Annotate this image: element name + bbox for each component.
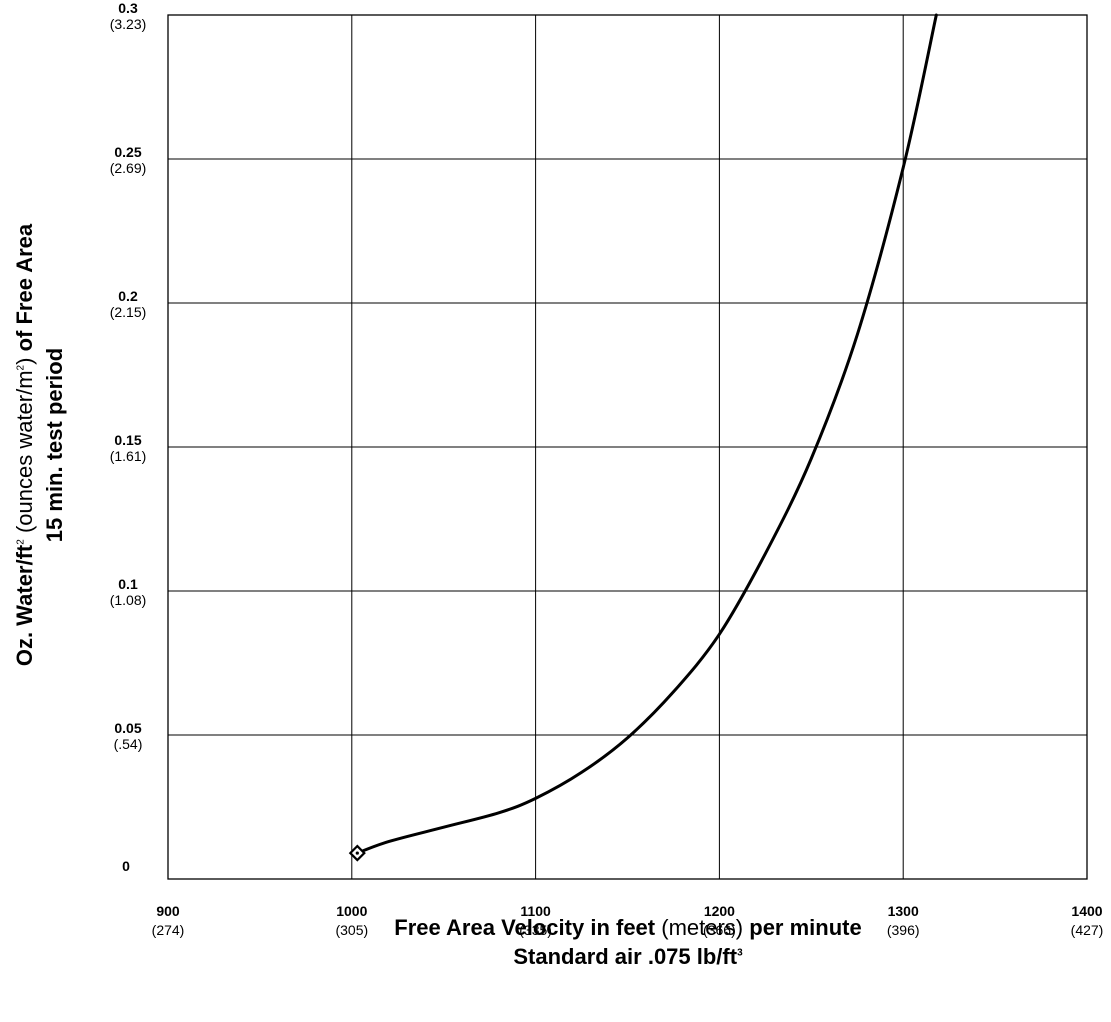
y-tick-sublabel: (1.08) — [110, 592, 147, 608]
y-axis-sublabel: 15 min. test period — [42, 347, 67, 543]
x-tick-sublabel: (305) — [335, 922, 368, 938]
y-tick-label: 0.2 — [118, 288, 138, 304]
y-axis-label-part: Oz. Water/ft — [12, 544, 37, 667]
x-axis-label-units: (meters) — [655, 915, 750, 940]
y-tick-sublabel: (.54) — [114, 736, 143, 752]
tick-labels: 900 (274) 1000 (305) 1100 (335) 1200 (366) 1300 (… — [110, 0, 1104, 938]
series-line — [355, 13, 938, 855]
y-axis-label-part: of Free Area — [12, 223, 37, 352]
x-tick-label: 1100 — [520, 903, 551, 919]
x-axis-sublabel: Standard air .075 lb/ft3 — [168, 944, 1088, 970]
y-axis-label-units: ) — [12, 351, 37, 365]
x-axis-label: Free Area Velocity in feet (meters) per … — [168, 915, 1088, 941]
start-point-marker — [348, 844, 366, 862]
y-tick-sublabel: (2.69) — [110, 160, 147, 176]
y-tick-label: 0.1 — [118, 576, 138, 592]
x-axis-sublabel-sup: 3 — [737, 947, 743, 959]
x-axis-label-part: per minute — [749, 915, 862, 940]
y-tick-sublabel: (3.23) — [110, 16, 147, 32]
x-tick-label: 900 — [156, 903, 180, 919]
grid — [167, 14, 1088, 880]
y-tick-sublabel: (1.61) — [110, 448, 147, 464]
y-axis-label-sup: 2 — [15, 364, 27, 371]
y-axis-label-units: (ounces water/m — [12, 370, 37, 540]
x-tick-sublabel: (366) — [703, 922, 736, 938]
y-tick-sublabel: (2.15) — [110, 304, 147, 320]
x-axis-label-part: Free Area Velocity in feet — [394, 915, 656, 940]
y-tick-label: 0.25 — [114, 144, 141, 160]
x-tick-label: 1400 — [1071, 903, 1102, 919]
x-tick-sublabel: (396) — [887, 922, 920, 938]
y-tick-label: 0.3 — [118, 0, 138, 16]
x-tick-label: 1000 — [336, 903, 367, 919]
x-tick-sublabel: (335) — [519, 922, 552, 938]
y-axis-label-sup: 2 — [15, 539, 27, 545]
x-tick-sublabel: (427) — [1071, 922, 1104, 938]
x-tick-sublabel: (274) — [152, 922, 185, 938]
marker-center-dot — [355, 851, 359, 855]
y-tick-label: 0 — [122, 858, 130, 874]
y-tick-label: 0.05 — [114, 720, 141, 736]
x-axis-sublabel-text: Standard air .075 lb/ft — [513, 944, 738, 969]
x-tick-label: 1200 — [704, 903, 735, 919]
x-tick-label: 1300 — [888, 903, 919, 919]
y-tick-label: 0.15 — [114, 432, 141, 448]
